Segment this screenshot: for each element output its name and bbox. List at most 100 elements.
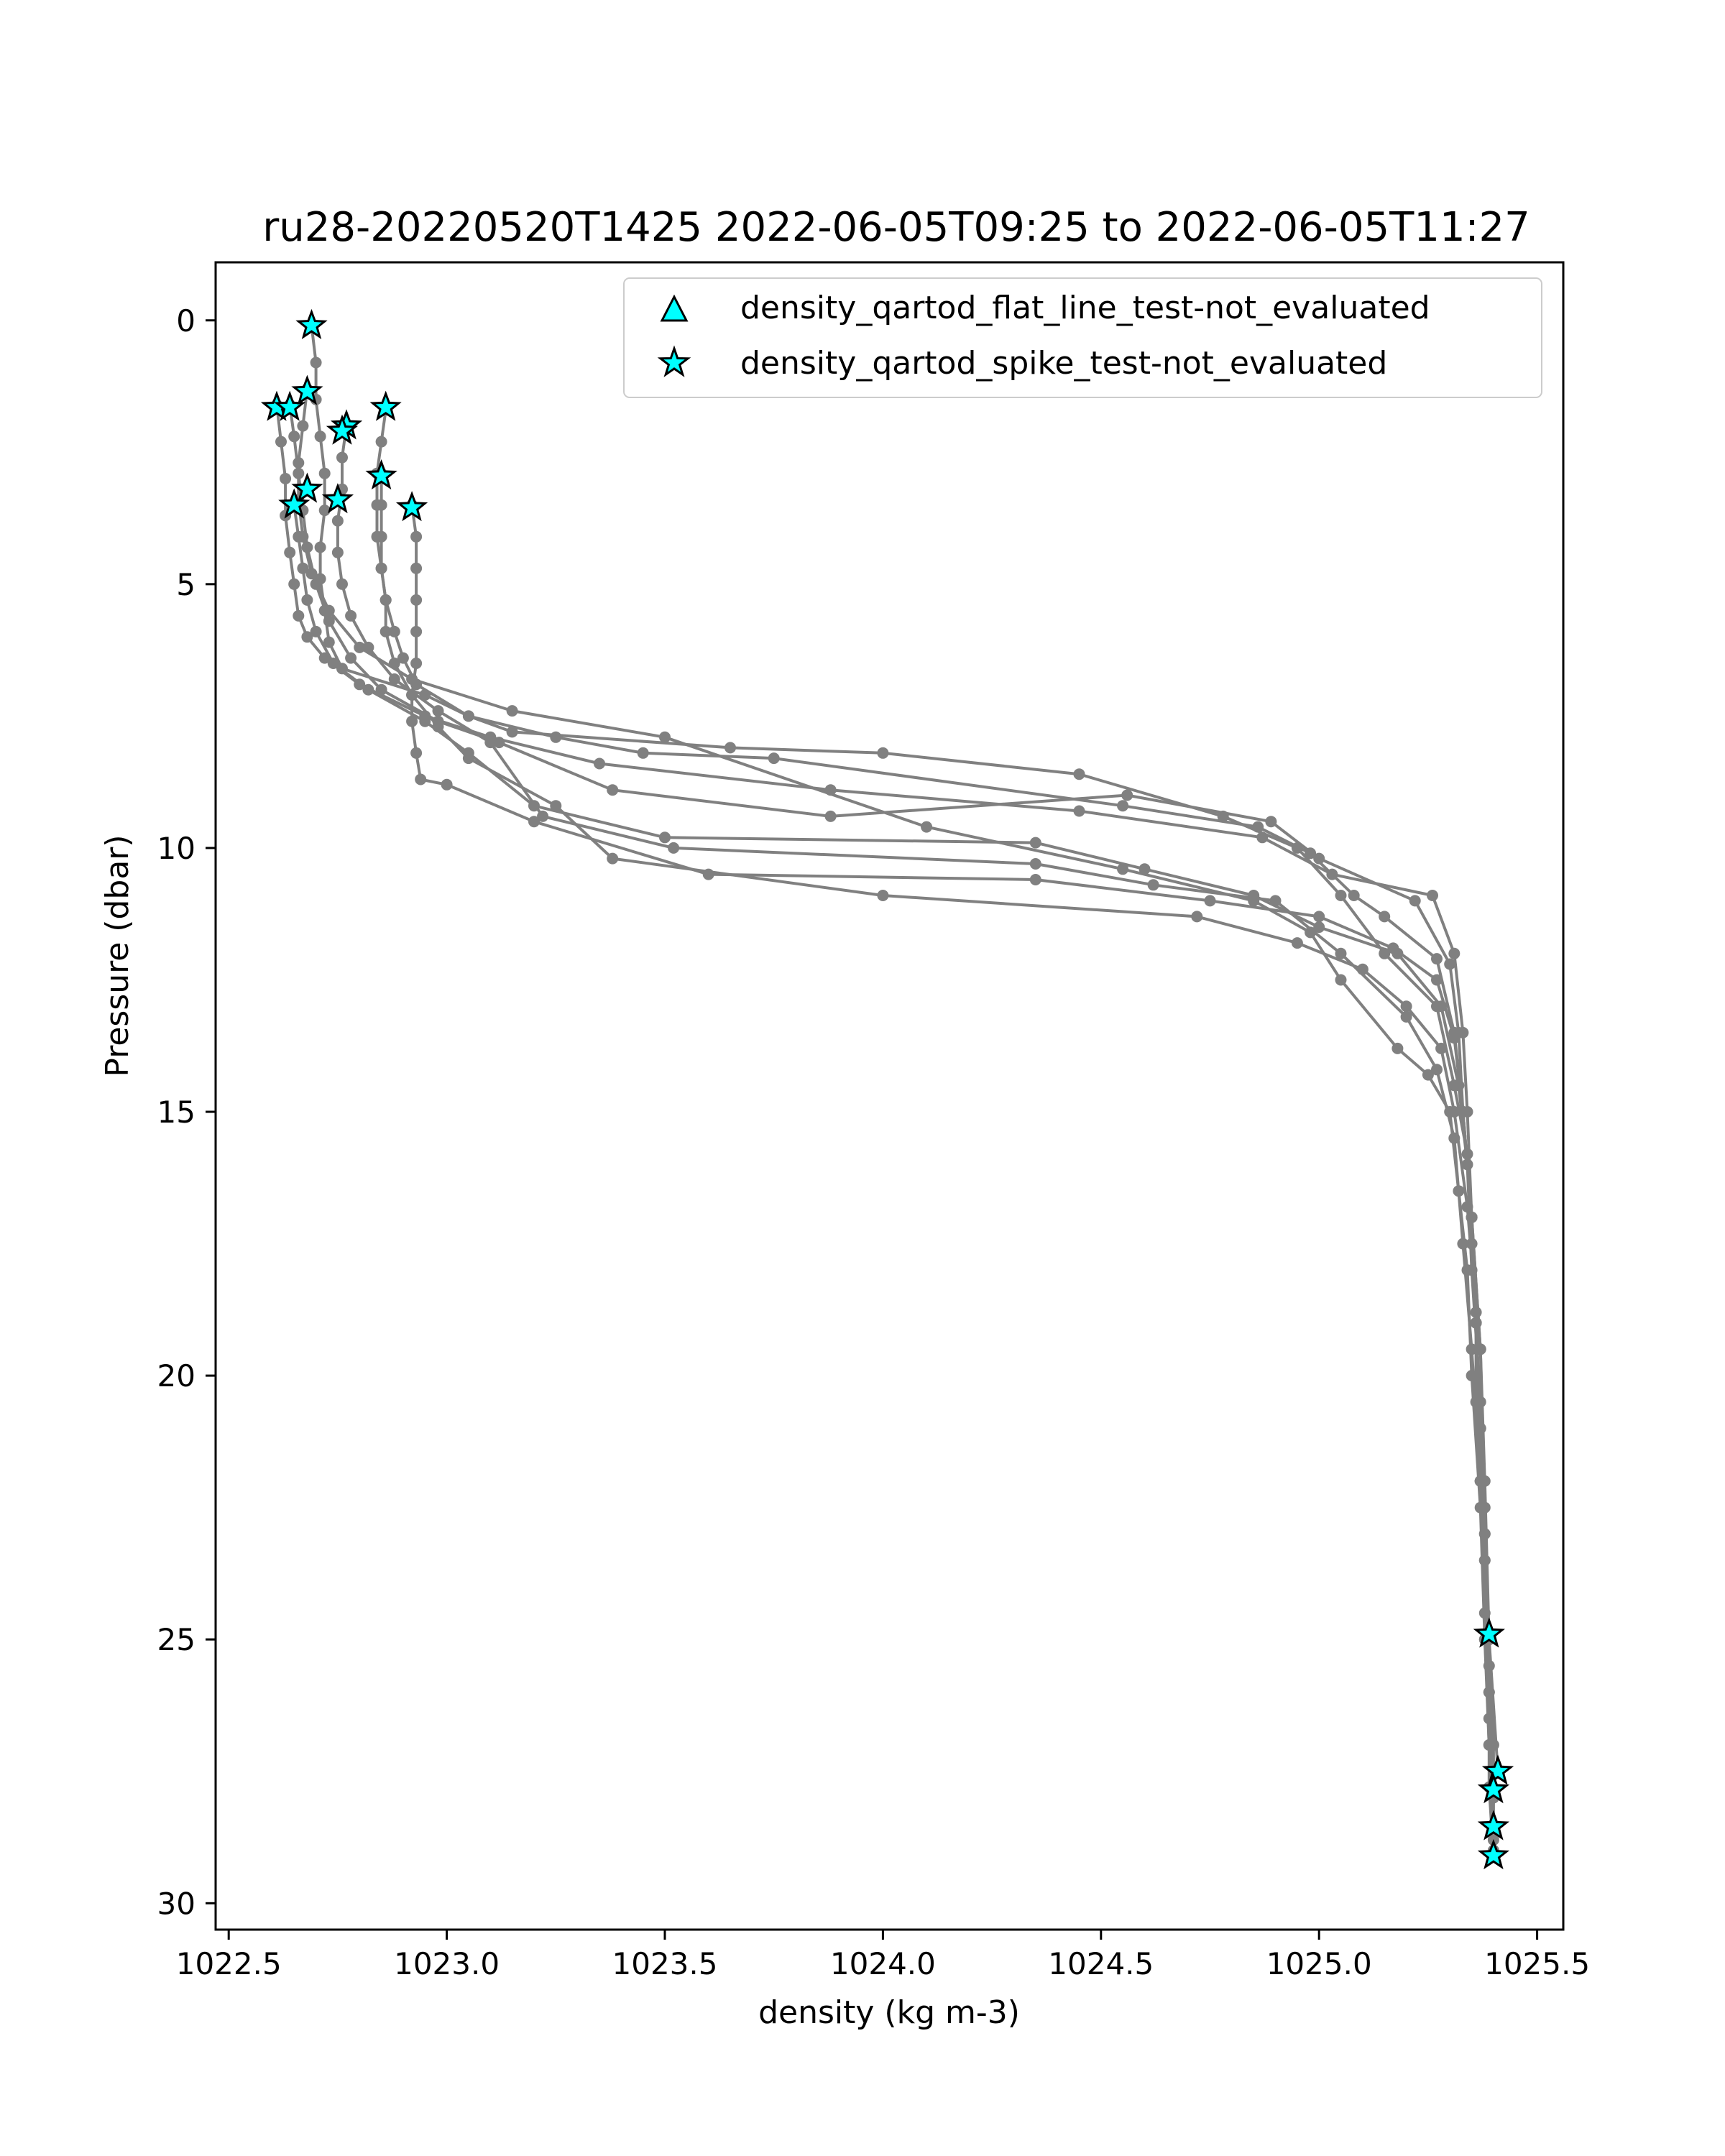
y-tick-label: 15 [157, 1095, 196, 1130]
data-point [1356, 963, 1368, 975]
data-point [410, 747, 423, 759]
data-point [537, 810, 549, 822]
data-point [301, 594, 313, 606]
data-point [345, 652, 357, 664]
data-point [1191, 911, 1203, 923]
x-axis-label: density (kg m-3) [758, 1994, 1020, 2031]
data-point [484, 737, 497, 749]
data-point [1313, 911, 1325, 923]
data-point [1392, 1042, 1404, 1054]
data-point [323, 604, 335, 617]
data-point [1313, 921, 1325, 934]
plot-area [260, 308, 1514, 1870]
data-point [380, 625, 392, 637]
x-tick-label: 1023.5 [612, 1946, 718, 1981]
data-point [506, 726, 518, 738]
spike-test-star-marker [365, 459, 397, 490]
data-point [293, 457, 305, 469]
data-point [388, 673, 400, 685]
legend-entry-flat-line: density_qartod_flat_line_test-not_evalua… [740, 290, 1430, 326]
data-point [275, 436, 287, 448]
data-point [528, 816, 540, 828]
legend-triangle-marker [660, 294, 689, 322]
data-point [354, 641, 366, 653]
data-point [1400, 1000, 1412, 1013]
data-point [293, 530, 305, 543]
data-point [1269, 895, 1282, 907]
y-tick-label: 20 [157, 1358, 196, 1393]
spike-test-star-marker [369, 390, 402, 421]
data-point [1387, 942, 1399, 954]
series-line-2 [288, 404, 1499, 1772]
data-point [1474, 1343, 1486, 1355]
data-point [1466, 1343, 1478, 1355]
x-tick-label: 1024.5 [1048, 1946, 1154, 1981]
data-point [824, 810, 837, 822]
y-axis-label: Pressure (dbar) [99, 834, 136, 1077]
y-axis-ticks: 0 5 10 15 20 25 30 [157, 303, 216, 1921]
data-point [1252, 821, 1264, 833]
data-point [406, 715, 418, 727]
data-point [1348, 890, 1360, 901]
data-point [331, 546, 344, 558]
series-line-6 [380, 473, 1495, 1841]
data-point [1204, 895, 1216, 907]
data-point [1400, 1010, 1412, 1023]
data-point [310, 356, 322, 369]
data-point [1121, 789, 1133, 801]
data-point [1457, 1106, 1469, 1118]
series-line-5 [336, 425, 1495, 1851]
data-point [768, 752, 780, 765]
data-point [659, 731, 671, 743]
spike-test-star-marker [291, 472, 323, 503]
data-point [314, 430, 326, 443]
data-point [293, 609, 305, 622]
data-point [327, 658, 339, 669]
legend-entry-spike: density_qartod_spike_test-not_evaluated [740, 345, 1387, 382]
data-point [1448, 1026, 1460, 1038]
data-point [1335, 890, 1347, 901]
data-point [921, 821, 933, 833]
data-point [607, 784, 619, 796]
data-point [345, 609, 357, 622]
y-tick-label: 30 [157, 1886, 196, 1921]
series-line-8 [375, 410, 1495, 1798]
data-point [1305, 847, 1317, 860]
data-point [1379, 911, 1391, 923]
data-point [1029, 858, 1041, 870]
data-point [1335, 947, 1347, 959]
spike-test-star-marker [278, 488, 310, 519]
y-tick-label: 5 [176, 567, 196, 602]
spike-test-star-marker [395, 491, 428, 522]
data-point [1073, 805, 1085, 817]
series-line-4 [293, 505, 1495, 1830]
data-point [1435, 1042, 1448, 1054]
data-point [1466, 1370, 1478, 1382]
data-point [318, 467, 331, 479]
data-point [1073, 768, 1085, 780]
spike-test-star-marker [321, 483, 354, 514]
data-point [550, 731, 562, 743]
data-point [1029, 837, 1041, 849]
data-point [1335, 974, 1347, 986]
data-point [432, 721, 444, 733]
data-point [397, 652, 409, 664]
data-point [388, 658, 400, 669]
data-point [375, 683, 387, 696]
x-tick-label: 1022.5 [176, 1946, 282, 1981]
data-point [375, 436, 387, 448]
x-tick-label: 1025.5 [1484, 1946, 1590, 1981]
data-point [415, 773, 427, 786]
plot-frame [214, 261, 1565, 1931]
data-point [877, 890, 889, 901]
data-point [594, 757, 605, 770]
x-tick-label: 1023.0 [394, 1946, 500, 1981]
data-point [441, 778, 453, 791]
data-point [1265, 816, 1277, 828]
data-point [410, 530, 423, 543]
data-point [375, 562, 387, 574]
data-point [371, 499, 383, 511]
data-point [1138, 863, 1151, 875]
data-point [314, 541, 326, 553]
